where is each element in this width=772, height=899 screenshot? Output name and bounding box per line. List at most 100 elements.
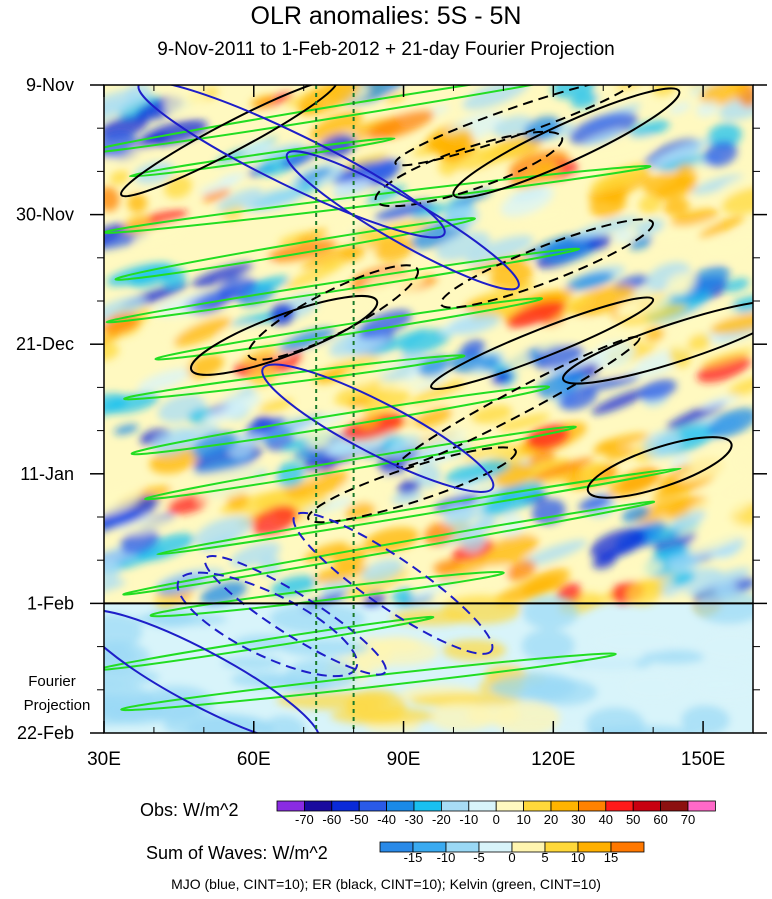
anomaly-cell bbox=[678, 305, 738, 336]
obs-colorbar-level-label: 40 bbox=[599, 812, 613, 827]
anomaly-cell bbox=[671, 571, 695, 586]
er-contour bbox=[120, 85, 338, 198]
anomaly-cell bbox=[523, 116, 561, 141]
anomaly-cell bbox=[523, 205, 571, 227]
anomaly-cell bbox=[435, 231, 491, 261]
kelvin-contour bbox=[130, 385, 551, 456]
obs-colorbar-level-label: -50 bbox=[350, 812, 369, 827]
anomaly-cell bbox=[104, 186, 120, 212]
anomaly-cell bbox=[122, 517, 176, 535]
kelvin-contour bbox=[128, 137, 396, 178]
projection-cell bbox=[494, 700, 560, 733]
anomaly-cell bbox=[519, 320, 587, 342]
waves-colorbar-swatch bbox=[610, 841, 645, 853]
mjo-contour bbox=[285, 150, 520, 291]
anomaly-cell bbox=[444, 459, 510, 484]
y-tick-label: 30-Nov bbox=[16, 205, 74, 225]
anomaly-cell bbox=[204, 394, 262, 424]
anomaly-cell bbox=[721, 186, 753, 215]
waves-colorbar-level-label: 0 bbox=[508, 850, 515, 865]
x-tick-label: 60E bbox=[237, 749, 271, 770]
anomaly-cell bbox=[663, 198, 690, 216]
anomaly-cell bbox=[397, 479, 421, 495]
anomaly-cell bbox=[613, 228, 635, 244]
projection-field bbox=[104, 589, 753, 733]
er-contour bbox=[307, 446, 517, 524]
waves-colorbar-label: Sum of Waves: W/m^2 bbox=[146, 843, 328, 863]
anomaly-cell bbox=[700, 348, 753, 367]
projection-label-line2: Projection bbox=[24, 697, 91, 714]
anomaly-cell bbox=[444, 204, 479, 230]
anomaly-cell bbox=[653, 222, 707, 245]
anomaly-cell bbox=[241, 344, 278, 366]
kelvin-contour bbox=[114, 217, 476, 281]
anomaly-cell bbox=[651, 85, 677, 97]
anomaly-cell bbox=[249, 95, 274, 108]
projection-cell bbox=[522, 594, 579, 630]
y-tick-label: 9-Nov bbox=[26, 75, 74, 95]
obs-colorbar-swatch bbox=[495, 800, 525, 812]
obs-colorbar-level-label: -60 bbox=[322, 812, 341, 827]
mjo-contour bbox=[176, 571, 359, 678]
anomaly-cell bbox=[424, 522, 454, 546]
anomaly-cell bbox=[104, 144, 154, 164]
projection-cell bbox=[527, 679, 598, 706]
anomaly-cell bbox=[400, 328, 453, 355]
projection-cell bbox=[372, 636, 421, 654]
anomaly-cell bbox=[109, 170, 130, 186]
anomaly-cell bbox=[638, 379, 677, 401]
anomaly-cell bbox=[127, 193, 148, 213]
anomaly-cell bbox=[689, 85, 726, 97]
obs-colorbar-swatch bbox=[303, 800, 333, 812]
anomaly-cell bbox=[495, 576, 561, 606]
anomaly-cell bbox=[531, 457, 594, 481]
anomaly-cell bbox=[655, 178, 697, 201]
anomaly-cell bbox=[104, 230, 149, 250]
anomaly-cell bbox=[696, 355, 751, 383]
anomaly-cell bbox=[104, 296, 146, 321]
anomaly-cell bbox=[104, 342, 120, 361]
obs-colorbar-swatch bbox=[276, 800, 305, 812]
projection-cell bbox=[104, 613, 142, 650]
kelvin-contour bbox=[144, 425, 577, 501]
anomaly-cell bbox=[165, 304, 230, 340]
x-tick-label: 120E bbox=[531, 749, 575, 770]
anomaly-cell bbox=[434, 493, 479, 513]
waves-colorbar-level-label: -10 bbox=[437, 850, 456, 865]
anomaly-cell bbox=[652, 545, 691, 560]
anomaly-cell bbox=[686, 443, 753, 469]
anomaly-cell bbox=[463, 441, 512, 462]
projection-cell bbox=[234, 634, 294, 651]
anomaly-cell bbox=[727, 377, 753, 398]
chart-subtitle: 9-Nov-2011 to 1-Feb-2012 + 21-day Fourie… bbox=[157, 39, 615, 60]
anomaly-cell bbox=[590, 528, 646, 559]
er-contour bbox=[586, 436, 733, 499]
anomaly-cell bbox=[534, 344, 584, 370]
projection-cell bbox=[276, 691, 392, 710]
anomaly-cell bbox=[114, 424, 139, 435]
er-contour bbox=[452, 87, 681, 199]
anomaly-cell bbox=[193, 454, 257, 475]
anomaly-cell bbox=[313, 563, 369, 584]
anomaly-cell bbox=[490, 262, 534, 289]
chart-title: OLR anomalies: 5S - 5N bbox=[250, 2, 522, 30]
anomaly-cell bbox=[414, 406, 453, 428]
obs-colorbar-level-label: -20 bbox=[432, 812, 451, 827]
x-tick-label: 90E bbox=[387, 749, 421, 770]
anomaly-cell bbox=[506, 301, 566, 329]
obs-colorbar-swatch bbox=[660, 800, 689, 812]
anomaly-cell bbox=[568, 284, 635, 317]
waves-colorbar-level-label: 15 bbox=[604, 850, 618, 865]
er-contour bbox=[189, 294, 379, 376]
anomaly-cell bbox=[724, 278, 750, 292]
anomaly-cell bbox=[669, 101, 691, 115]
anomaly-cell bbox=[626, 578, 664, 606]
anomaly-cell bbox=[104, 579, 126, 594]
anomaly-cell bbox=[104, 313, 141, 335]
anomaly-cell bbox=[622, 562, 663, 580]
anomaly-cell bbox=[309, 111, 363, 142]
anomaly-cell bbox=[284, 469, 349, 500]
obs-colorbar-level-label: -70 bbox=[295, 812, 314, 827]
projection-cell bbox=[409, 693, 521, 707]
anomaly-cell bbox=[191, 262, 255, 288]
